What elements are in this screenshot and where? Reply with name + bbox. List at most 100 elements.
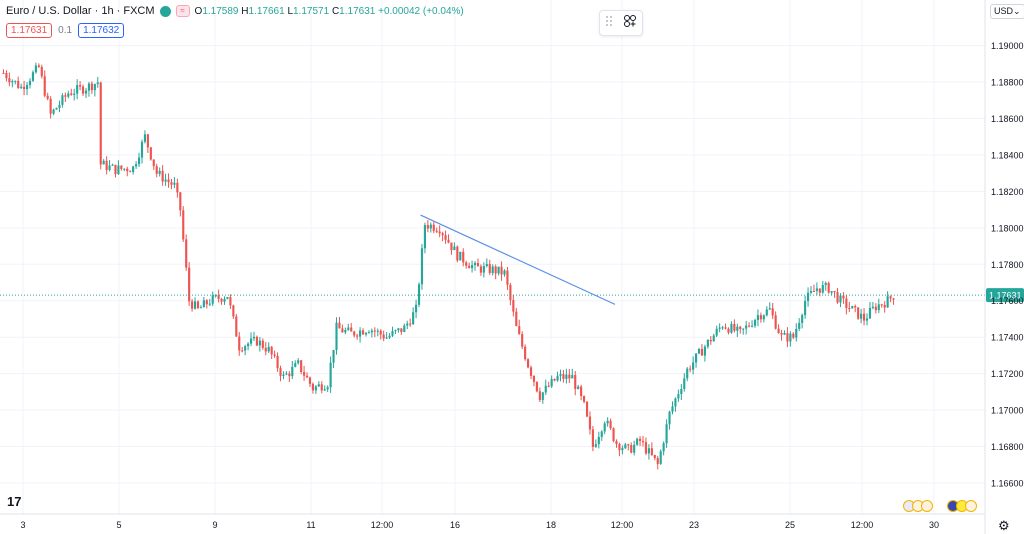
candle-body (244, 346, 247, 351)
events-eu-icon[interactable] (947, 500, 977, 512)
current-price-label: 1.17631 (989, 291, 1022, 301)
candle-body (874, 306, 877, 311)
gear-icon[interactable]: ⚙ (998, 518, 1010, 533)
candle-body (417, 284, 421, 305)
symbol-title[interactable]: Euro / U.S. Dollar · 1h · FXCM (6, 5, 155, 17)
candle-body (700, 349, 704, 356)
candle-body (630, 445, 633, 453)
candle-body (845, 298, 848, 309)
candle-body (397, 328, 400, 331)
candle-body (196, 301, 200, 308)
candle-body (577, 386, 580, 390)
candle-body (862, 313, 866, 321)
candle-body (25, 84, 29, 90)
candle-body (538, 391, 541, 400)
candle-body (541, 392, 544, 400)
candle-body (412, 312, 415, 325)
y-tick-label: 1.16600 (991, 479, 1024, 489)
candle-body (84, 90, 88, 94)
candle-body (756, 315, 760, 321)
candle-body (14, 80, 17, 82)
candle-body (627, 444, 630, 446)
candle-body (432, 224, 435, 231)
candle-body (671, 406, 674, 412)
candle-body (821, 285, 824, 293)
drag-handle-icon[interactable] (605, 14, 613, 32)
candle-body (718, 327, 721, 329)
candles (2, 62, 895, 470)
candle-body (559, 374, 562, 376)
candle-body (668, 411, 671, 425)
compare-icon[interactable]: ≈ (175, 5, 190, 17)
x-tick-label: 11 (306, 520, 315, 530)
candle-body (482, 266, 485, 273)
x-tick-label: 30 (929, 520, 939, 530)
events-us-icon[interactable] (903, 500, 933, 512)
candle-body (99, 82, 102, 165)
candle-body (453, 246, 456, 251)
candle-body (774, 315, 777, 329)
candle-body (553, 378, 556, 381)
candle-body (423, 225, 426, 249)
buy-button[interactable]: 1.17632 (78, 23, 125, 38)
candle-body (211, 295, 214, 304)
tradingview-logo[interactable]: 17 (7, 494, 22, 509)
candle-body (220, 298, 223, 302)
candle-body (23, 86, 26, 90)
candle-body (279, 368, 282, 376)
candle-body (692, 362, 695, 370)
candle-body (562, 374, 565, 379)
candle-body (491, 266, 494, 274)
candle-body (28, 80, 32, 85)
candle-body (376, 330, 379, 332)
candle-body (594, 444, 597, 447)
candle-body (854, 306, 857, 308)
candle-body (880, 304, 883, 306)
object-tree-icon[interactable] (623, 14, 637, 33)
quote-panel: 1.17631 0.1 1.17632 (6, 23, 125, 38)
candle-body (8, 78, 11, 83)
candle-body (140, 141, 144, 158)
candle-body (806, 292, 810, 301)
y-tick-label: 1.17600 (991, 296, 1024, 306)
candle-body (585, 401, 589, 417)
sell-button[interactable]: 1.17631 (6, 23, 53, 38)
candle-body (792, 333, 795, 338)
y-tick-label: 1.18800 (991, 78, 1024, 88)
currency-selector[interactable]: USD⌄ (990, 4, 1024, 19)
candle-body (385, 337, 388, 339)
candle-body (11, 81, 14, 83)
candle-body (435, 230, 438, 232)
candle-body (258, 340, 261, 346)
candle-body (143, 134, 147, 142)
candle-body (96, 82, 99, 85)
candle-body (303, 372, 306, 376)
candle-body (135, 164, 138, 167)
candle-body (308, 377, 312, 384)
candle-body (459, 251, 462, 261)
candle-body (798, 322, 801, 329)
candle-body (830, 291, 833, 293)
candle-body (335, 322, 338, 350)
candle-body (176, 182, 179, 193)
candle-body (152, 159, 155, 167)
candle-body (55, 108, 58, 110)
candle-body (361, 330, 365, 335)
candle-body (297, 360, 300, 364)
candle-body (783, 333, 786, 335)
candle-body (347, 327, 350, 330)
candle-body (529, 367, 533, 376)
trend-line[interactable] (420, 214, 616, 305)
candle-body (252, 336, 256, 339)
candle-body (326, 387, 329, 390)
candle-body (612, 428, 615, 442)
candle-body (839, 295, 842, 303)
candle-body (129, 171, 132, 173)
candle-body (724, 327, 727, 329)
candle-body (574, 375, 577, 390)
spread-value: 0.1 (58, 25, 73, 36)
candle-body (108, 165, 111, 171)
candle-body (17, 80, 20, 88)
candle-body (344, 329, 347, 333)
